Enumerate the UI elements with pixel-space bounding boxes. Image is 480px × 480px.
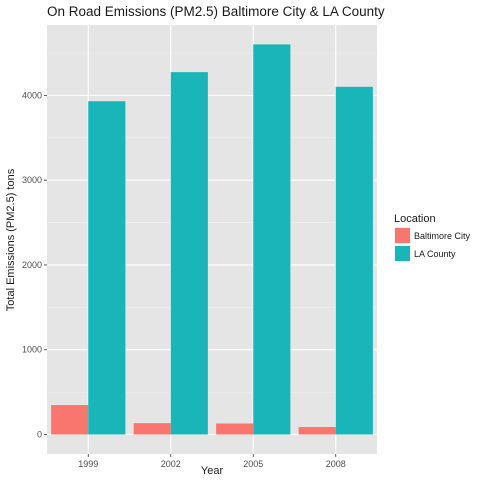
x-tick-label: 1999: [78, 459, 98, 469]
y-tick-label: 3000: [22, 175, 42, 185]
y-tick-label: 4000: [22, 90, 42, 100]
bar-baltimore-city-2005: [216, 423, 254, 435]
bar-la-county-1999: [88, 101, 126, 435]
x-tick-label: 2008: [326, 459, 346, 469]
bar-baltimore-city-2008: [298, 427, 336, 435]
legend: Location Baltimore City LA County: [394, 213, 471, 262]
x-tick-label: 2005: [243, 459, 263, 469]
legend-label: LA County: [414, 249, 456, 259]
legend-items: Baltimore City LA County: [394, 227, 471, 262]
bar-la-county-2002: [170, 72, 208, 435]
x-axis-label: Year: [201, 465, 224, 477]
x-axis-ticks: 1999 2002 2005 2008: [78, 454, 346, 469]
y-axis-label: Total Emissions (PM2.5) tons: [5, 168, 17, 311]
bar-baltimore-city-2002: [133, 423, 171, 435]
y-tick-label: 1000: [22, 345, 42, 355]
legend-swatch: [395, 228, 410, 243]
legend-label: Baltimore City: [414, 231, 471, 241]
y-tick-label: 2000: [22, 260, 42, 270]
bar-la-county-2008: [335, 86, 373, 435]
chart-title: On Road Emissions (PM2.5) Baltimore City…: [47, 4, 385, 19]
legend-title: Location: [394, 213, 436, 225]
y-axis-ticks: 0 1000 2000 3000 4000: [22, 90, 47, 440]
bars: [51, 44, 373, 435]
legend-swatch: [395, 246, 410, 261]
y-tick-label: 0: [37, 430, 42, 440]
x-tick-label: 2002: [161, 459, 181, 469]
bar-la-county-2005: [253, 44, 291, 435]
bar-baltimore-city-1999: [51, 405, 89, 435]
